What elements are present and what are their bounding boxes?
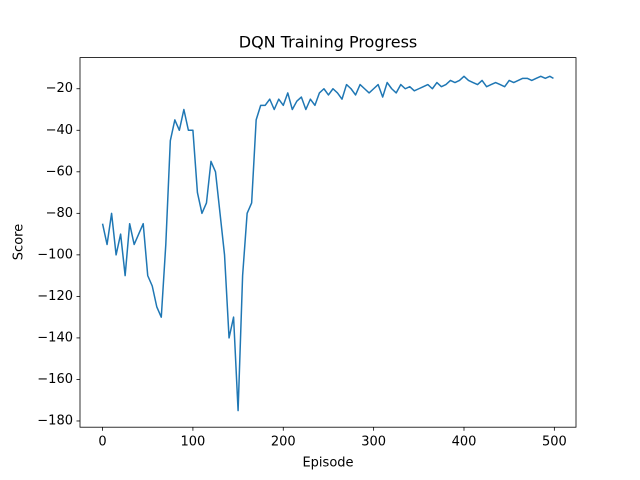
x-tick-label: 100 (180, 435, 205, 450)
y-tick-label: −80 (46, 206, 73, 221)
x-tick-label: 200 (271, 435, 296, 450)
chart-title: DQN Training Progress (239, 33, 417, 52)
y-tick-label: −40 (46, 123, 73, 138)
y-tick-label: −20 (46, 81, 73, 96)
y-tick-label: −140 (37, 330, 73, 345)
y-axis-label: Score (12, 224, 27, 260)
y-tick-label: −180 (37, 413, 73, 428)
y-tick-label: −60 (46, 164, 73, 179)
x-tick-label: 400 (452, 435, 477, 450)
y-tick-label: −120 (37, 289, 73, 304)
data-line (101, 75, 554, 412)
x-tick-label: 500 (542, 435, 567, 450)
x-tick-label: 0 (98, 435, 106, 450)
y-tick-label: −160 (37, 372, 73, 387)
y-tick-label: −100 (37, 247, 73, 262)
x-tick-label: 300 (361, 435, 386, 450)
x-axis-label: Episode (302, 456, 353, 471)
plot-frame (79, 57, 577, 428)
